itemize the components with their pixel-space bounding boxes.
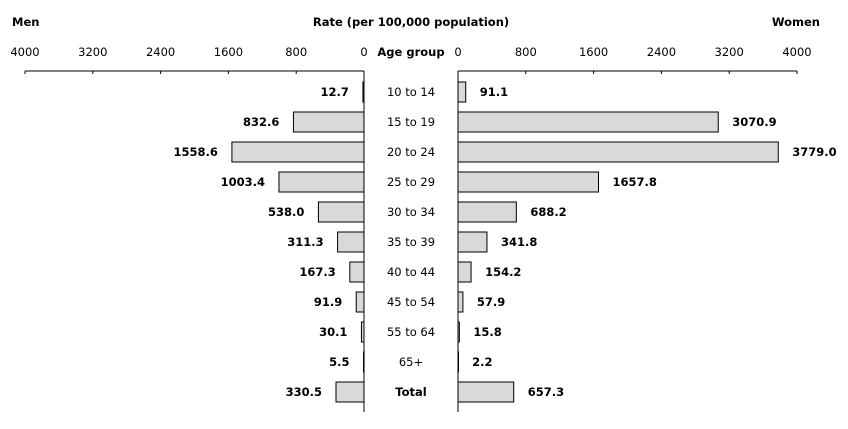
age-group-label: 40 to 44	[387, 265, 435, 279]
women-value-label: 154.2	[485, 265, 521, 279]
age-group-label: 10 to 14	[387, 85, 435, 99]
women-bar	[457, 351, 459, 373]
women-bar	[457, 231, 488, 253]
left-tick-label: 3200	[78, 45, 107, 59]
men-header: Men	[12, 15, 39, 29]
women-value-label: 2.2	[472, 355, 492, 369]
men-value-label: 91.9	[314, 295, 342, 309]
men-bar	[355, 291, 365, 313]
men-value-label: 30.1	[319, 325, 347, 339]
right-tick-label: 4000	[782, 45, 811, 59]
age-group-label: 35 to 39	[387, 235, 435, 249]
women-value-label: 688.2	[530, 205, 566, 219]
men-bar	[292, 111, 365, 133]
women-header: Women	[772, 15, 820, 29]
women-value-label: 15.8	[473, 325, 501, 339]
women-bar	[457, 171, 599, 193]
women-bar	[457, 261, 472, 283]
men-value-label: 832.6	[243, 115, 279, 129]
women-value-label: 657.3	[528, 385, 564, 399]
men-bar	[317, 201, 365, 223]
age-group-label: 30 to 34	[387, 205, 435, 219]
men-bar	[231, 141, 365, 163]
age-group-label: Total	[395, 385, 426, 399]
age-group-label: 25 to 29	[387, 175, 435, 189]
women-value-label: 1657.8	[612, 175, 656, 189]
women-bar	[457, 381, 515, 403]
women-value-label: 91.1	[480, 85, 508, 99]
left-tick-label: 4000	[10, 45, 39, 59]
men-bar	[335, 381, 365, 403]
left-tick-label: 2400	[146, 45, 175, 59]
men-value-label: 12.7	[321, 85, 349, 99]
age-group-label: 45 to 54	[387, 295, 435, 309]
women-value-label: 3070.9	[732, 115, 776, 129]
men-bar	[278, 171, 365, 193]
age-group-label: 55 to 64	[387, 325, 435, 339]
men-value-label: 538.0	[268, 205, 304, 219]
men-bar	[360, 321, 365, 343]
men-value-label: 330.5	[286, 385, 322, 399]
women-value-label: 57.9	[477, 295, 505, 309]
men-value-label: 311.3	[287, 235, 323, 249]
right-tick-label: 2400	[647, 45, 676, 59]
men-bar	[349, 261, 365, 283]
men-value-label: 1003.4	[221, 175, 265, 189]
women-bar	[457, 321, 460, 343]
age-group-label: 65+	[399, 355, 423, 369]
men-value-label: 1558.6	[174, 145, 218, 159]
women-bar	[457, 111, 719, 133]
men-value-label: 5.5	[329, 355, 349, 369]
left-tick-label: 1600	[214, 45, 243, 59]
left-tick-label: 0	[360, 45, 367, 59]
bars	[231, 81, 779, 403]
chart-title: Rate (per 100,000 population)	[313, 15, 509, 29]
left-tick-label: 800	[285, 45, 307, 59]
women-bar	[457, 141, 779, 163]
women-value-label: 3779.0	[792, 145, 836, 159]
right-tick-label: 800	[515, 45, 537, 59]
age-group-header: Age group	[377, 45, 444, 59]
age-group-label: 15 to 19	[387, 115, 435, 129]
men-bar	[337, 231, 365, 253]
women-bar	[457, 291, 464, 313]
right-tick-label: 3200	[715, 45, 744, 59]
men-bar	[363, 351, 365, 373]
women-bar	[457, 81, 467, 103]
labels: 12.7 91.1 10 to 14 832.6 3070.9 15 to 19 1558.…	[174, 85, 837, 399]
men-bar	[362, 81, 365, 103]
women-bar	[457, 201, 517, 223]
age-group-label: 20 to 24	[387, 145, 435, 159]
women-value-label: 341.8	[501, 235, 537, 249]
men-value-label: 167.3	[299, 265, 335, 279]
right-tick-label: 0	[454, 45, 461, 59]
right-tick-label: 1600	[579, 45, 608, 59]
